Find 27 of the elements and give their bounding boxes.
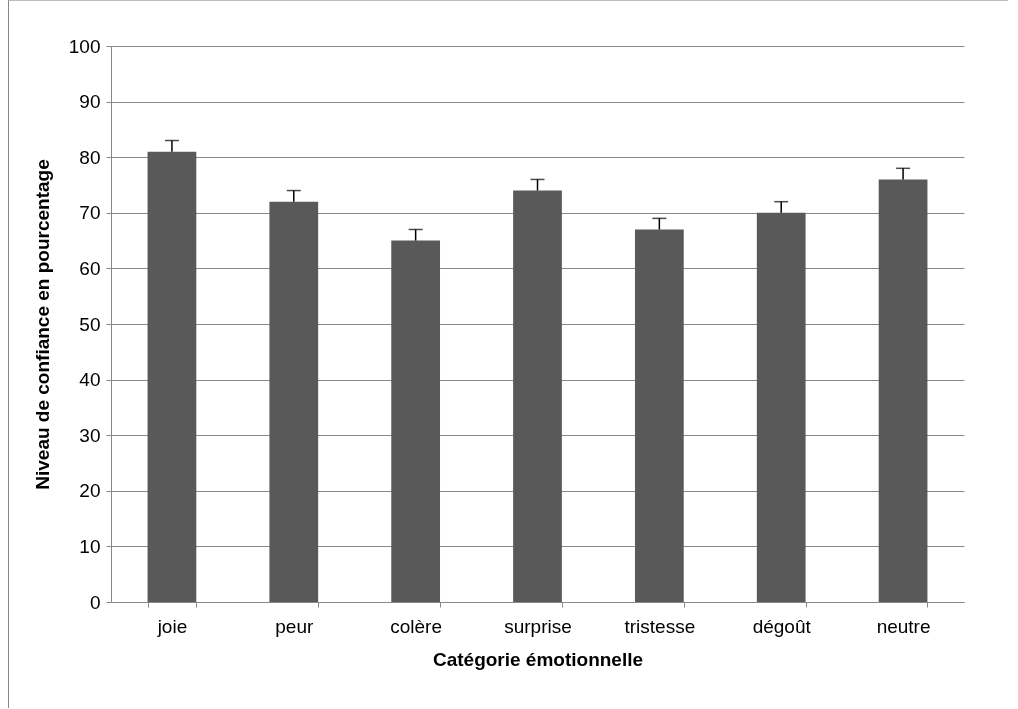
bar bbox=[756, 212, 806, 602]
y-tick-label: 100 bbox=[68, 35, 101, 57]
y-tick-label: 90 bbox=[79, 91, 101, 113]
x-tick-label: joie bbox=[156, 615, 188, 637]
x-axis-title: Catégorie émotionnelle bbox=[432, 648, 644, 670]
x-tick-label: neutre bbox=[876, 615, 931, 637]
x-tick-label: colère bbox=[390, 615, 443, 637]
y-tick-label: 60 bbox=[79, 257, 101, 279]
x-tick-label: peur bbox=[275, 615, 314, 637]
bar bbox=[878, 179, 928, 602]
y-tick-label: 10 bbox=[79, 535, 101, 557]
y-tick-label: 30 bbox=[79, 424, 101, 446]
y-axis-title: Niveau de confiance en pourcentage bbox=[31, 159, 53, 490]
x-tick-label: dégoût bbox=[752, 615, 812, 637]
x-tick-label: tristesse bbox=[624, 615, 696, 637]
y-tick-label: 50 bbox=[79, 313, 101, 335]
y-tick-label: 40 bbox=[79, 369, 101, 391]
y-tick-label: 70 bbox=[79, 202, 101, 224]
bar bbox=[391, 240, 441, 602]
bar bbox=[147, 151, 197, 602]
y-tick-label: 0 bbox=[89, 591, 101, 613]
bar bbox=[513, 190, 562, 602]
bar bbox=[269, 201, 319, 602]
x-tick-label: surprise bbox=[504, 615, 572, 637]
y-tick-label: 20 bbox=[79, 480, 101, 502]
bar bbox=[634, 229, 684, 602]
y-tick-label: 80 bbox=[79, 146, 101, 168]
